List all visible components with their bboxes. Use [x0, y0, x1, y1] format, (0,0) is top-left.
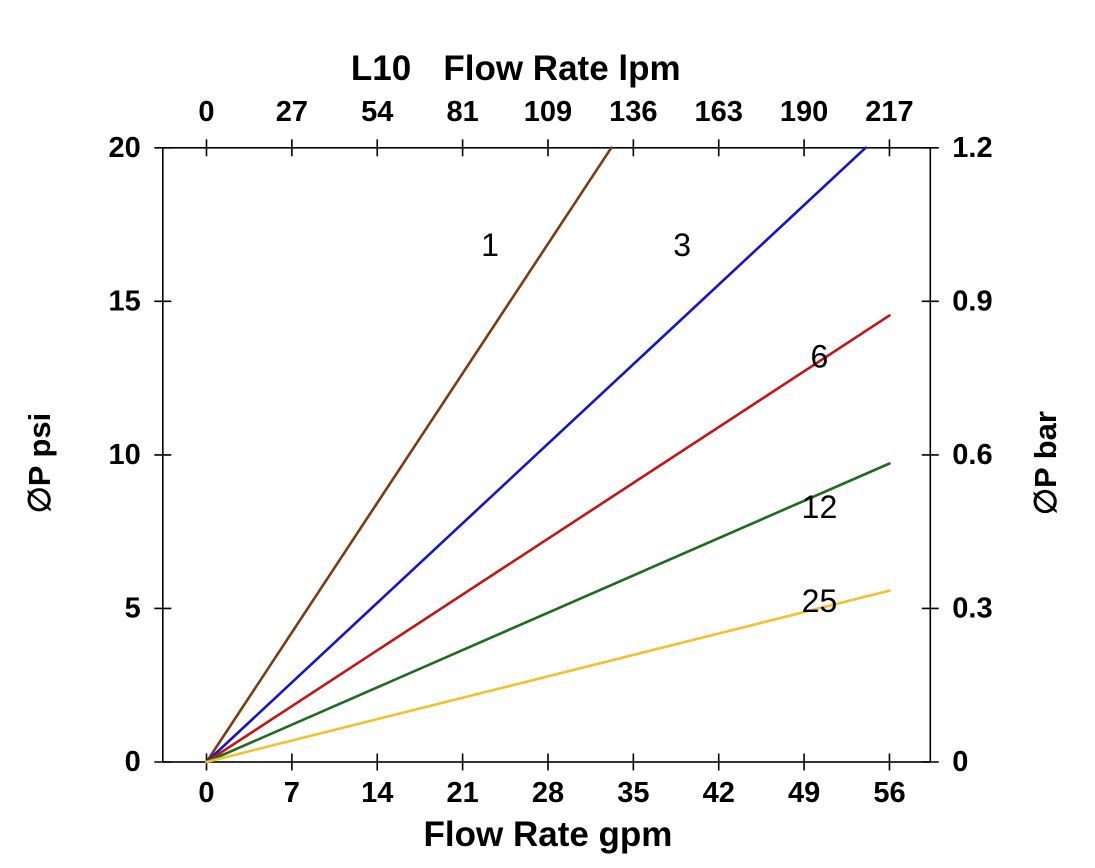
- svg-text:0.3: 0.3: [952, 592, 992, 624]
- svg-text:27: 27: [276, 96, 308, 128]
- svg-text:217: 217: [865, 96, 913, 128]
- svg-text:190: 190: [780, 96, 828, 128]
- svg-text:42: 42: [703, 777, 735, 809]
- svg-text:0: 0: [198, 777, 214, 809]
- svg-text:6: 6: [811, 338, 829, 374]
- svg-text:12: 12: [802, 489, 838, 525]
- svg-text:28: 28: [532, 777, 564, 809]
- svg-text:21: 21: [446, 777, 478, 809]
- svg-text:136: 136: [609, 96, 657, 128]
- svg-text:7: 7: [284, 777, 300, 809]
- svg-text:0.9: 0.9: [952, 285, 992, 317]
- svg-text:81: 81: [446, 96, 478, 128]
- svg-text:L10: L10: [351, 49, 411, 88]
- svg-text:∅P bar: ∅P bar: [1028, 411, 1063, 515]
- svg-text:0: 0: [198, 96, 214, 128]
- svg-text:∅P psi: ∅P psi: [22, 413, 57, 514]
- svg-text:1: 1: [481, 227, 499, 263]
- svg-text:Flow Rate gpm: Flow Rate gpm: [424, 815, 673, 854]
- svg-text:0: 0: [952, 746, 968, 778]
- svg-text:20: 20: [109, 132, 141, 164]
- svg-text:25: 25: [802, 583, 838, 619]
- svg-text:54: 54: [361, 96, 393, 128]
- svg-text:5: 5: [125, 592, 141, 624]
- svg-text:1.2: 1.2: [952, 132, 992, 164]
- svg-text:10: 10: [109, 439, 141, 471]
- svg-text:3: 3: [673, 227, 691, 263]
- svg-text:Flow Rate lpm: Flow Rate lpm: [443, 49, 680, 88]
- svg-text:15: 15: [109, 285, 141, 317]
- svg-text:0: 0: [125, 746, 141, 778]
- svg-text:163: 163: [695, 96, 743, 128]
- svg-text:0.6: 0.6: [952, 439, 992, 471]
- svg-text:109: 109: [524, 96, 572, 128]
- svg-text:14: 14: [361, 777, 393, 809]
- svg-text:56: 56: [873, 777, 905, 809]
- svg-text:49: 49: [788, 777, 820, 809]
- svg-text:35: 35: [617, 777, 649, 809]
